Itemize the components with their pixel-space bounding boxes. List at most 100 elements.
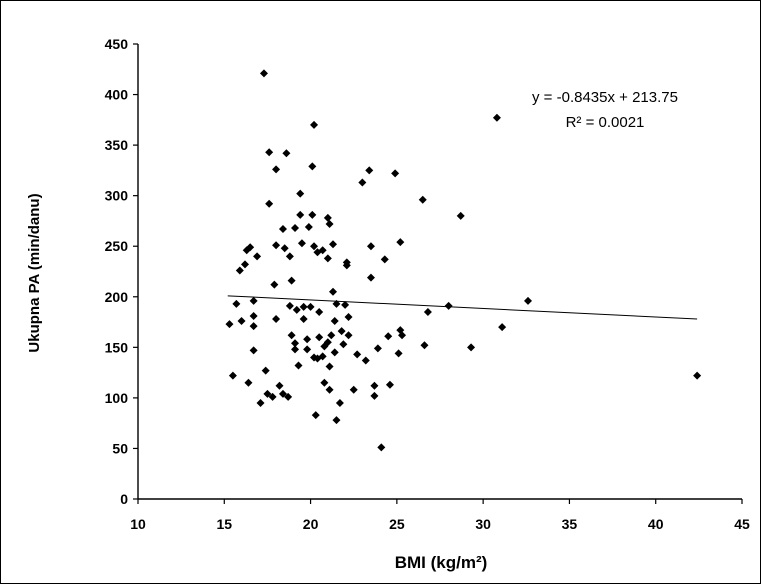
data-point xyxy=(332,299,341,308)
data-point xyxy=(278,225,287,234)
data-point xyxy=(265,148,274,157)
data-point xyxy=(303,335,312,344)
data-point xyxy=(330,317,339,326)
data-point xyxy=(256,398,265,407)
data-point xyxy=(291,345,300,354)
data-point xyxy=(296,210,305,219)
data-point xyxy=(329,240,338,249)
data-point xyxy=(304,223,313,232)
data-point xyxy=(249,296,258,305)
x-axis-label: BMI (kg/m²) xyxy=(395,553,488,572)
data-point xyxy=(232,299,241,308)
data-point xyxy=(275,381,284,390)
y-axis: 0 50 100 150 200 250 300 350 400 450 xyxy=(105,36,139,507)
data-point xyxy=(225,320,234,329)
y-tick-label: 150 xyxy=(105,339,129,355)
data-point xyxy=(332,416,341,425)
data-point xyxy=(249,346,258,355)
data-point xyxy=(249,322,258,331)
data-point xyxy=(318,246,327,255)
data-point xyxy=(323,254,332,263)
data-point xyxy=(329,287,338,296)
data-point xyxy=(284,392,293,401)
data-point xyxy=(299,315,308,324)
y-tick-label: 0 xyxy=(120,491,128,507)
data-point xyxy=(292,305,301,314)
data-point xyxy=(282,149,291,158)
y-tick-label: 100 xyxy=(105,390,129,406)
data-point xyxy=(418,195,427,204)
y-tick-label: 50 xyxy=(112,440,128,456)
data-point xyxy=(308,162,317,171)
data-point xyxy=(444,301,453,310)
data-point xyxy=(291,224,300,233)
data-point xyxy=(318,352,327,361)
data-point xyxy=(246,243,255,252)
data-point xyxy=(370,381,379,390)
data-point xyxy=(265,199,274,208)
data-point xyxy=(291,339,300,348)
data-point xyxy=(353,350,362,359)
data-point xyxy=(391,169,400,178)
data-point xyxy=(285,301,294,310)
data-point xyxy=(327,331,336,340)
y-tick-label: 300 xyxy=(105,188,129,204)
y-ticks: 0 50 100 150 200 250 300 350 400 450 xyxy=(105,36,138,507)
data-point xyxy=(344,331,353,340)
data-point xyxy=(498,323,507,332)
x-ticks: 10 15 20 25 30 35 40 45 xyxy=(130,499,750,532)
data-point xyxy=(385,380,394,389)
data-point xyxy=(339,340,348,349)
data-point xyxy=(396,238,405,247)
data-point xyxy=(240,260,249,269)
data-point xyxy=(358,178,367,187)
data-point xyxy=(311,411,320,420)
data-point xyxy=(380,255,389,264)
data-point xyxy=(693,371,702,380)
data-point xyxy=(373,344,382,353)
data-point xyxy=(287,276,296,285)
x-tick-label: 45 xyxy=(734,516,750,532)
y-axis-label: Ukupna PA (min/danu) xyxy=(26,193,43,352)
data-point xyxy=(272,165,281,174)
x-tick-label: 20 xyxy=(303,516,319,532)
x-tick-label: 25 xyxy=(389,516,405,532)
data-point xyxy=(337,327,346,336)
data-point xyxy=(342,261,351,270)
equation-annotation: y = -0.8435x + 213.75 xyxy=(532,89,678,106)
data-point xyxy=(361,356,370,365)
data-point xyxy=(244,378,253,387)
y-tick-label: 350 xyxy=(105,137,129,153)
data-point xyxy=(384,332,393,341)
data-point xyxy=(280,244,289,253)
data-point xyxy=(323,338,332,347)
data-point xyxy=(325,362,334,371)
x-axis: 10 15 20 25 30 35 40 45 xyxy=(130,498,750,532)
data-point xyxy=(349,385,358,394)
data-point xyxy=(253,252,262,261)
data-point xyxy=(492,113,501,122)
y-tick-label: 250 xyxy=(105,238,129,254)
data-point xyxy=(330,348,339,357)
data-point xyxy=(394,349,403,358)
data-point xyxy=(228,371,237,380)
x-tick-label: 30 xyxy=(475,516,491,532)
data-point xyxy=(325,385,334,394)
data-point xyxy=(366,242,375,251)
data-point xyxy=(365,166,374,175)
data-point xyxy=(456,211,465,220)
data-point xyxy=(287,331,296,340)
data-point xyxy=(306,302,315,311)
r-squared-annotation: R² = 0.0021 xyxy=(566,114,645,131)
data-point xyxy=(308,210,317,219)
data-point xyxy=(323,213,332,222)
data-point xyxy=(420,341,429,350)
y-tick-label: 400 xyxy=(105,87,129,103)
data-point xyxy=(325,219,334,228)
data-point xyxy=(377,443,386,452)
data-point xyxy=(315,333,324,342)
data-point xyxy=(524,296,533,305)
data-point xyxy=(370,391,379,400)
trendline xyxy=(227,295,698,320)
